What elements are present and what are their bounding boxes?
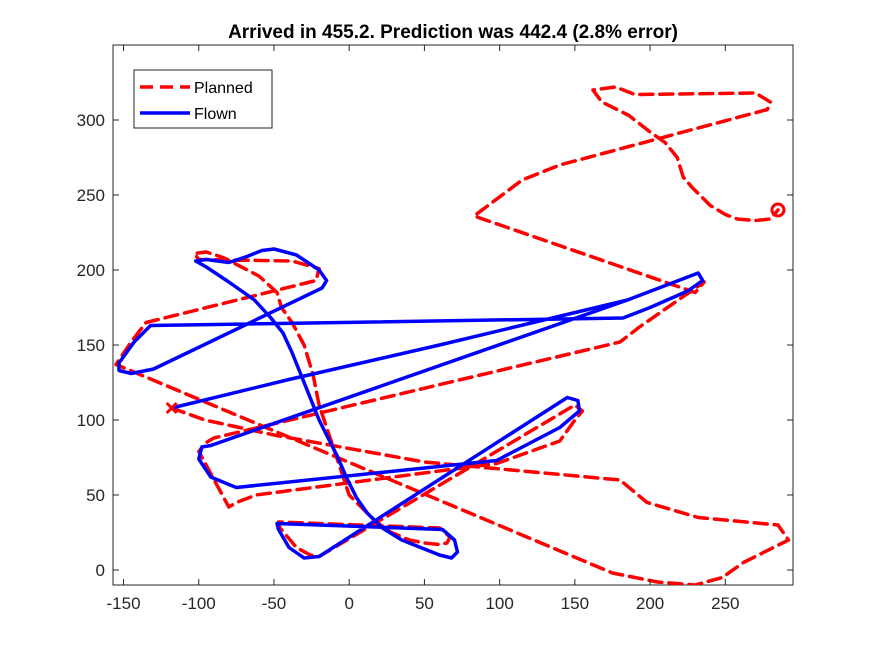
- y-tick-label: 0: [96, 561, 105, 580]
- y-tick-label: 300: [77, 111, 105, 130]
- x-tick-label: 100: [485, 594, 513, 613]
- x-tick-label: -150: [107, 594, 141, 613]
- legend-box: [133, 69, 273, 129]
- chart-title: Arrived in 455.2. Prediction was 442.4 (…: [228, 22, 678, 43]
- legend-label-flown: Flown: [194, 106, 237, 123]
- y-tick-label: 200: [77, 261, 105, 280]
- y-tick-label: 150: [77, 336, 105, 355]
- x-tick-label: 150: [561, 594, 589, 613]
- plot-area: -150 -100 -50 0 50 100 150 200 250 0 50 100 150 200 25…: [77, 44, 794, 613]
- x-tick-label: -100: [182, 594, 216, 613]
- x-tick-label: 0: [344, 594, 353, 613]
- axes-box: [112, 44, 794, 586]
- ticks-layer: -150 -100 -50 0 50 100 150 200 250 0 50 100 150 200 25…: [77, 45, 793, 613]
- end-marker: [770, 202, 786, 218]
- legend: Planned Flown: [133, 69, 273, 129]
- x-tick-label: 200: [636, 594, 664, 613]
- y-tick-label: 100: [77, 411, 105, 430]
- y-tick-label: 250: [77, 186, 105, 205]
- series-line-flown: [117, 247, 705, 560]
- x-tick-label: 250: [711, 594, 739, 613]
- x-tick-label: -50: [262, 594, 287, 613]
- series-layer: [114, 85, 791, 585]
- legend-label-planned: Planned: [194, 80, 253, 97]
- x-tick-label: 50: [415, 594, 434, 613]
- start-marker: [165, 401, 178, 415]
- y-tick-label: 50: [86, 486, 105, 505]
